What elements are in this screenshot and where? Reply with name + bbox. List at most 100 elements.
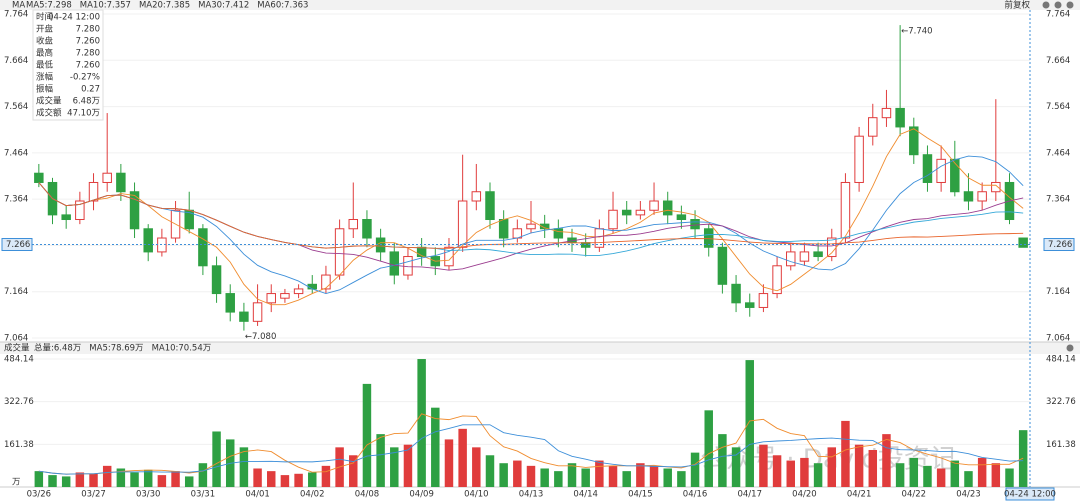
volume-bar xyxy=(212,431,221,487)
volume-bar xyxy=(868,449,878,487)
candle-body xyxy=(608,209,618,230)
candle-body xyxy=(211,265,222,295)
chart-title: MA xyxy=(12,1,25,11)
x-tick-label: 04/01 xyxy=(245,490,270,500)
y-tick-label: 7.664 xyxy=(1046,56,1070,66)
candle-body xyxy=(991,181,1001,193)
volume-bar xyxy=(499,463,508,487)
volume-bar xyxy=(526,465,536,487)
volume-bar xyxy=(472,447,481,487)
info-value: 6.48万 xyxy=(73,97,100,107)
candle-body xyxy=(799,251,810,262)
y-tick-label: 161.38 xyxy=(4,440,34,450)
candle-body xyxy=(950,158,960,193)
candle-body xyxy=(143,228,153,253)
volume-bar xyxy=(690,452,700,487)
y-tick-label: 7.164 xyxy=(1046,287,1070,297)
volume-bar xyxy=(116,468,126,487)
volume-bar xyxy=(731,447,741,487)
volume-bar xyxy=(663,468,672,487)
volume-button[interactable] xyxy=(1066,344,1074,352)
candle-body xyxy=(34,172,44,183)
ma-legend: MA10:7.357 xyxy=(80,1,131,11)
volume-bar xyxy=(431,407,440,487)
volume-bar xyxy=(184,476,194,487)
x-tick-label: 04/02 xyxy=(300,490,325,500)
volume-bar xyxy=(308,472,317,487)
info-label: 最低 xyxy=(36,60,54,71)
info-label: 时间 xyxy=(36,12,53,23)
candle-body xyxy=(963,191,974,202)
info-value: 04-24 12:00 xyxy=(48,13,100,23)
candle-body xyxy=(676,214,687,221)
candle-body xyxy=(553,228,564,239)
x-tick-label: 04/15 xyxy=(628,490,653,500)
volume-bar xyxy=(977,457,987,487)
candle-body xyxy=(717,246,728,285)
adjust-label[interactable]: 前复权 xyxy=(1004,0,1030,11)
ma-line xyxy=(38,128,1024,306)
volume-bar xyxy=(362,383,372,487)
volume-bar xyxy=(390,447,399,487)
candle-body xyxy=(895,107,905,128)
volume-bar xyxy=(608,465,618,487)
candle-body xyxy=(403,256,413,276)
volume-bar xyxy=(267,471,276,487)
candle-body xyxy=(840,181,851,239)
y-tick-label: 7.464 xyxy=(4,148,28,158)
y-tick-label: 161.38 xyxy=(1046,440,1076,450)
volume-bar xyxy=(130,472,139,487)
x-tick-label: 03/26 xyxy=(27,490,52,500)
candle-body xyxy=(129,191,140,230)
volume-bar xyxy=(745,360,754,487)
info-value: 7.260 xyxy=(76,37,100,47)
settings-button[interactable] xyxy=(1066,1,1074,9)
volume-bar xyxy=(772,455,782,487)
candle-body xyxy=(75,200,85,221)
volume-bar xyxy=(444,439,454,487)
y-tick-label: 7.064 xyxy=(4,334,28,344)
volume-bar xyxy=(936,468,946,487)
current-price-label: 7.266 xyxy=(1048,240,1072,250)
volume-bar xyxy=(759,444,768,487)
x-tick-label: 04-24 12:00 xyxy=(1004,490,1056,500)
info-value: 0.27 xyxy=(81,85,100,95)
volume-bar xyxy=(171,471,180,487)
candle-body xyxy=(1018,237,1028,248)
volume-legend: MA10:70.54万 xyxy=(152,344,212,354)
y-tick-label: 7.564 xyxy=(1046,102,1070,112)
zoom-out-button[interactable] xyxy=(1054,1,1062,9)
y-tick-label: 7.464 xyxy=(1046,148,1070,158)
ma-legend: MA60:7.363 xyxy=(257,1,308,11)
candle-body xyxy=(526,223,536,230)
annotation: ←7.740 xyxy=(901,27,932,37)
y-tick-label: 7.664 xyxy=(4,56,28,66)
zoom-in-button[interactable] xyxy=(1042,1,1050,9)
candle-body xyxy=(88,181,99,202)
date-label-box xyxy=(1005,487,1055,501)
volume-bar xyxy=(34,471,44,487)
volume-bar xyxy=(253,468,262,487)
x-tick-label: 04/09 xyxy=(409,490,434,500)
volume-bar xyxy=(75,472,85,487)
candle-body xyxy=(498,219,509,239)
volume-bar xyxy=(485,455,495,487)
volume-bar xyxy=(950,460,960,487)
volume-bar xyxy=(143,469,153,487)
volume-bar xyxy=(458,428,467,487)
candle-body xyxy=(772,265,782,295)
volume-legend: 总量:6.48万 xyxy=(34,343,81,354)
volume-unit: 万 xyxy=(12,478,21,488)
candle-body xyxy=(977,191,987,202)
candle-body xyxy=(881,107,892,119)
candle-body xyxy=(786,251,796,267)
candle-body xyxy=(813,251,823,258)
x-tick-label: 03/27 xyxy=(81,490,106,500)
candle-body xyxy=(662,200,673,216)
info-label: 成交额 xyxy=(36,108,62,119)
y-tick-label: 484.14 xyxy=(1046,355,1076,365)
x-tick-label: 04/22 xyxy=(902,490,927,500)
volume-bar xyxy=(704,410,713,487)
